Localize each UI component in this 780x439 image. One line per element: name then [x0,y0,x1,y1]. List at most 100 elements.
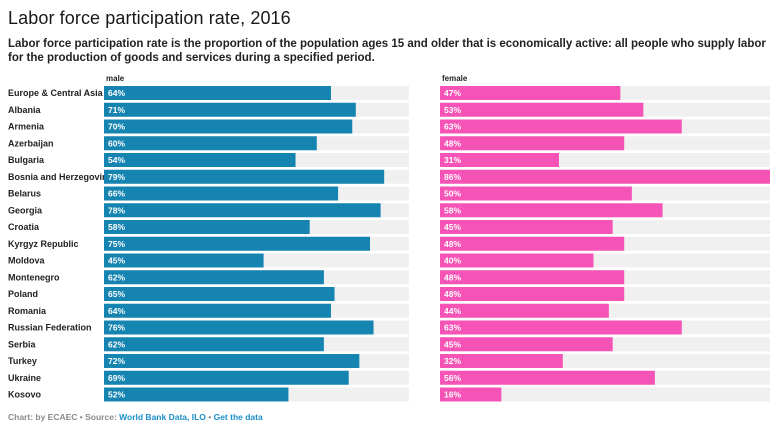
value-label-female: 50% [444,189,461,199]
bar-male[interactable] [104,119,353,134]
category-label: Moldova [8,256,45,266]
panel-header-female: female [442,74,468,83]
bar-male[interactable] [104,270,324,285]
bar-male[interactable] [104,387,289,402]
bar-female[interactable] [440,203,663,218]
bar-male[interactable] [104,102,356,117]
value-label-female: 44% [444,306,461,316]
value-label-male: 79% [108,172,125,182]
value-label-female: 63% [444,323,461,333]
value-label-male: 45% [108,256,125,266]
chart-subtitle: Labor force participation rate is the pr… [8,38,766,64]
bar-female[interactable] [440,320,682,335]
panel-header-male: male [106,74,125,83]
bar-female[interactable] [440,270,625,285]
category-label: Kosovo [8,390,42,400]
value-label-male: 66% [108,189,125,199]
value-label-female: 31% [444,155,461,165]
bar-female[interactable] [440,153,559,167]
bar-male[interactable] [104,303,331,318]
category-label: Armenia [8,122,45,132]
value-label-male: 69% [108,373,125,383]
value-label-male: 76% [108,323,125,333]
value-label-female: 16% [444,390,461,400]
value-label-female: 40% [444,256,461,266]
category-label: Montenegro [8,272,60,282]
value-label-female: 53% [444,105,461,115]
value-label-male: 62% [108,339,125,349]
value-label-male: 78% [108,205,125,215]
bar-female[interactable] [440,169,770,184]
bar-female[interactable] [440,387,502,402]
bar-female[interactable] [440,303,609,318]
bar-female[interactable] [440,86,621,100]
bar-female[interactable] [440,253,594,268]
category-label: Albania [8,105,42,115]
chart-title: Labor force participation rate, 2016 [8,8,291,28]
category-label: Bosnia and Herzegovina [8,172,114,182]
bar-male[interactable] [104,186,339,201]
value-label-female: 86% [444,172,461,182]
category-label: Croatia [8,222,40,232]
footer-credit: Chart: by ECAEC • Source: [8,412,120,422]
value-label-female: 48% [444,272,461,282]
bar-track-female [440,387,770,402]
value-label-male: 71% [108,105,125,115]
value-label-female: 32% [444,356,461,366]
bar-female[interactable] [440,236,625,251]
value-label-male: 70% [108,122,125,132]
value-label-male: 60% [108,138,125,148]
category-label: Russian Federation [8,323,92,333]
bar-female[interactable] [440,354,563,368]
bar-male[interactable] [104,169,385,184]
value-label-female: 63% [444,122,461,132]
category-label: Europe & Central Asia [8,88,104,98]
bar-male[interactable] [104,253,264,268]
category-label: Kyrgyz Republic [8,239,79,249]
category-label: Ukraine [8,373,41,383]
bar-male[interactable] [104,153,296,167]
bar-male[interactable] [104,370,349,385]
value-label-female: 48% [444,138,461,148]
bar-female[interactable] [440,287,625,301]
value-label-female: 45% [444,222,461,232]
category-label: Poland [8,289,38,299]
value-label-male: 64% [108,306,125,316]
bar-chart: male female Europe & Central Asia 64% 47% Alb… [8,74,770,402]
category-label: Serbia [8,339,37,349]
value-label-male: 62% [108,272,125,282]
value-label-female: 47% [444,88,461,98]
bar-male[interactable] [104,220,310,234]
value-label-male: 52% [108,390,125,400]
bar-female[interactable] [440,119,682,134]
value-label-male: 65% [108,289,125,299]
bar-male[interactable] [104,136,317,151]
value-label-female: 45% [444,339,461,349]
bar-female[interactable] [440,337,613,352]
bar-male[interactable] [104,236,370,251]
bar-female[interactable] [440,136,625,151]
value-label-male: 58% [108,222,125,232]
bar-male[interactable] [104,320,374,335]
bar-female[interactable] [440,186,632,201]
category-label: Belarus [8,189,41,199]
category-label: Azerbaijan [8,138,54,148]
bar-male[interactable] [104,86,331,100]
value-label-male: 64% [108,88,125,98]
value-label-male: 72% [108,356,125,366]
category-label: Bulgaria [8,155,45,165]
get-data-link[interactable]: Get the data [213,412,263,422]
bar-female[interactable] [440,370,655,385]
value-label-female: 56% [444,373,461,383]
bar-male[interactable] [104,203,381,218]
bar-male[interactable] [104,337,324,352]
value-label-female: 58% [444,205,461,215]
source-link[interactable]: World Bank Data, ILO [119,412,206,422]
bar-female[interactable] [440,220,613,234]
category-label: Romania [8,306,47,316]
bar-female[interactable] [440,102,644,117]
bar-male[interactable] [104,354,360,368]
chart-footer: Chart: by ECAEC • Source: World Bank Dat… [8,412,263,422]
bar-male[interactable] [104,287,335,301]
footer-separator: • [205,412,214,422]
